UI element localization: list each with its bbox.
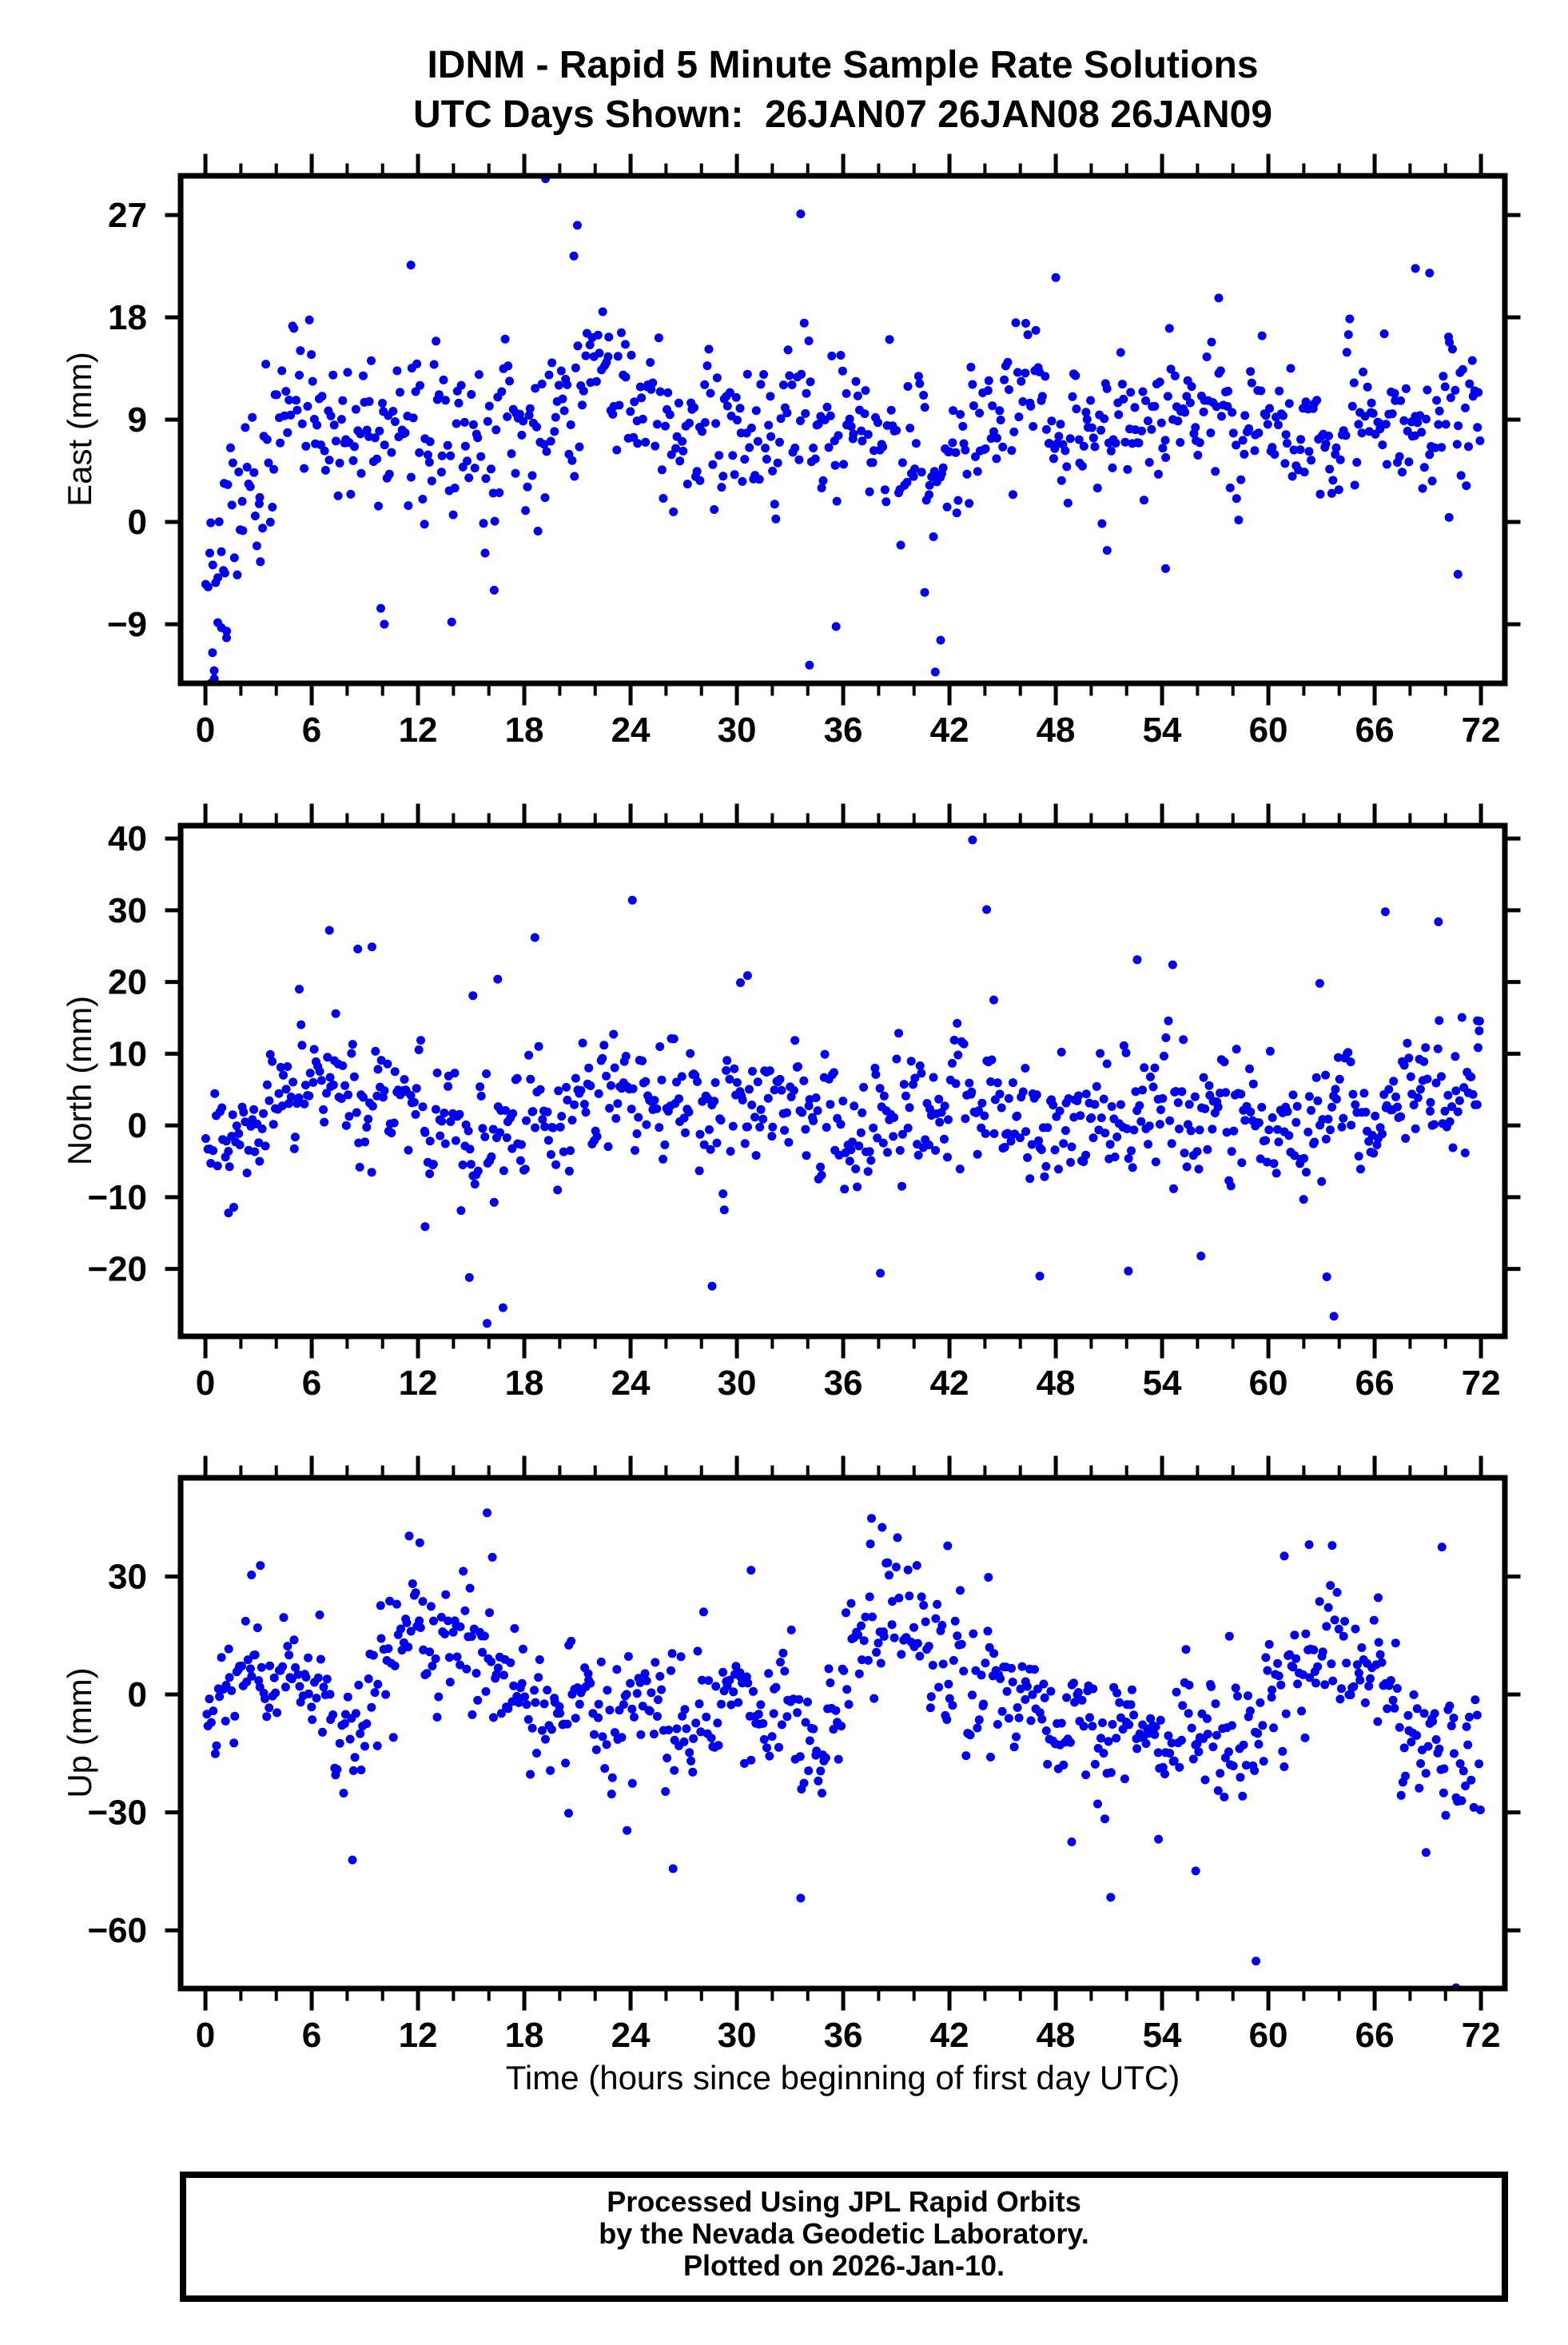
north-panel-xtick-label: 60	[1249, 1364, 1288, 1403]
east-panel-frame	[177, 173, 1508, 687]
east-panel-xtick-label: 6	[302, 711, 321, 750]
east-panel-ytick-label: 18	[108, 298, 147, 337]
north-panel-xtick-label: 42	[930, 1364, 969, 1403]
up-panel-ytick-label: −30	[87, 1794, 147, 1833]
north-panel-frame	[177, 822, 1508, 1340]
north-panel-xtick-label: 12	[399, 1364, 438, 1403]
up-panel-tick-labels: 0 6 12 18 24 30 36 42 48 54 60 66 72 30 0 −30 −60	[87, 1557, 1500, 2055]
up-panel-xtick-label: 42	[930, 2016, 969, 2055]
east-panel-ticks	[165, 153, 1521, 706]
footer-box: Processed Using JPL Rapid Orbits by the …	[180, 2172, 1508, 2302]
east-panel-ytick-label: −9	[107, 605, 147, 644]
north-panel: 0 6 12 18 24 30 36 42 48 54 60 66 72 40 30 20 10 0 −10 −20	[87, 803, 1521, 1403]
north-panel-xtick-label: 48	[1037, 1364, 1076, 1403]
east-panel-ytick-label: 27	[108, 196, 147, 235]
up-panel-xtick-label: 48	[1037, 2016, 1076, 2055]
north-panel-ytick-label: 40	[108, 819, 147, 858]
north-panel-points	[201, 835, 1484, 1328]
page-subtitle: UTC Days Shown: 26JAN07 26JAN08 26JAN09	[412, 94, 1273, 136]
north-panel-ytick-label: 0	[128, 1106, 147, 1145]
up-panel-ytick-label: 0	[128, 1675, 147, 1714]
north-panel-xtick-label: 30	[718, 1364, 757, 1403]
footer-line-3: Plotted on 2026-Jan-10.	[683, 2249, 1005, 2282]
up-panel-xtick-label: 30	[718, 2016, 757, 2055]
east-panel-xtick-label: 54	[1143, 711, 1182, 750]
east-panel-ytick-label: 9	[128, 400, 147, 440]
up-panel-xtick-label: 72	[1462, 2016, 1501, 2055]
footer-line-2: by the Nevada Geodetic Laboratory.	[599, 2217, 1089, 2250]
north-panel-ytick-label: −20	[87, 1250, 147, 1289]
north-panel-xtick-label: 18	[505, 1364, 544, 1403]
up-panel: 0 6 12 18 24 30 36 42 48 54 60 66 72 30 0 −30 −60	[87, 1455, 1521, 2055]
east-panel-xtick-label: 66	[1355, 711, 1395, 750]
up-panel-xtick-label: 12	[399, 2016, 438, 2055]
east-panel-tick-labels: 0 6 12 18 24 30 36 42 48 54 60 66 72 27 18 9 0 −9	[107, 196, 1501, 750]
east-panel-xtick-label: 30	[718, 711, 757, 750]
east-panel-xtick-label: 36	[824, 711, 863, 750]
east-panel-xtick-label: 18	[505, 711, 544, 750]
up-panel-xtick-label: 36	[824, 2016, 863, 2055]
north-panel-xtick-label: 24	[611, 1364, 651, 1403]
north-panel-xtick-label: 66	[1355, 1364, 1395, 1403]
north-panel-xtick-label: 36	[824, 1364, 863, 1403]
north-panel-xtick-label: 54	[1143, 1364, 1182, 1403]
up-panel-xtick-label: 24	[611, 2016, 651, 2055]
north-panel-ytick-label: 20	[108, 963, 147, 1002]
x-axis-title: Time (hours since beginning of first day…	[505, 2059, 1180, 2096]
east-panel-xtick-label: 42	[930, 711, 969, 750]
up-panel-xtick-label: 6	[302, 2016, 321, 2055]
page-title: IDNM - Rapid 5 Minute Sample Rate Soluti…	[427, 44, 1259, 86]
east-panel-xtick-label: 12	[399, 711, 438, 750]
up-panel-ticks	[165, 1455, 1521, 2011]
up-panel-xtick-label: 18	[505, 2016, 544, 2055]
up-panel-frame	[177, 1475, 1508, 1992]
east-panel-xtick-label: 60	[1249, 711, 1288, 750]
up-panel-xtick-label: 0	[196, 2016, 215, 2055]
east-panel: 0 6 12 18 24 30 36 42 48 54 60 66 72 27 18 9 0 −9	[107, 153, 1521, 750]
north-panel-ytick-label: 10	[108, 1034, 147, 1073]
footer-line-1: Processed Using JPL Rapid Orbits	[607, 2185, 1081, 2218]
up-panel-ytick-label: 30	[108, 1557, 147, 1596]
up-panel-points	[202, 1508, 1485, 1989]
east-panel-xtick-label: 0	[196, 711, 215, 750]
up-panel-ytick-label: −60	[87, 1911, 147, 1950]
north-panel-ytick-label: −10	[87, 1178, 147, 1217]
up-panel-xtick-label: 54	[1143, 2016, 1182, 2055]
east-panel-ytick-label: 0	[128, 503, 147, 542]
up-panel-xtick-label: 60	[1249, 2016, 1288, 2055]
north-panel-tick-labels: 0 6 12 18 24 30 36 42 48 54 60 66 72 40 30 20 10 0 −10 −20	[87, 819, 1500, 1403]
east-panel-xtick-label: 72	[1462, 711, 1501, 750]
north-panel-xtick-label: 0	[196, 1364, 215, 1403]
east-panel-xtick-label: 48	[1037, 711, 1076, 750]
north-panel-ytick-label: 30	[108, 891, 147, 930]
north-panel-xtick-label: 72	[1462, 1364, 1501, 1403]
north-panel-xtick-label: 6	[302, 1364, 321, 1403]
east-panel-xtick-label: 24	[611, 711, 651, 750]
east-panel-points	[201, 176, 1485, 683]
up-panel-xtick-label: 66	[1355, 2016, 1395, 2055]
north-panel-ticks	[165, 803, 1521, 1359]
